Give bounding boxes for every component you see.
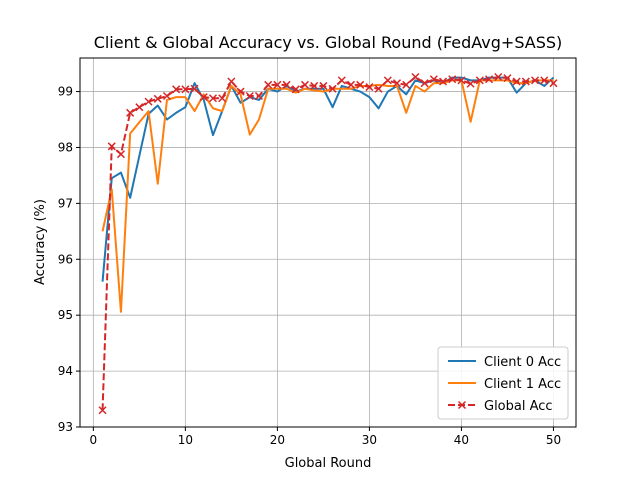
legend-label: Global Acc — [484, 399, 553, 414]
data-point-marker — [356, 80, 365, 89]
data-point-marker — [172, 85, 181, 94]
data-point-marker — [438, 77, 448, 86]
y-tick-label: 95 — [58, 308, 73, 322]
data-point-marker — [402, 80, 411, 89]
legend-label: Client 0 Acc — [484, 355, 561, 370]
series-client-1-acc — [101, 79, 554, 313]
data-point-marker — [503, 74, 512, 83]
data-point-marker — [236, 87, 245, 96]
data-point-marker — [365, 83, 374, 92]
data-point-marker — [521, 77, 530, 86]
data-point-marker — [254, 91, 264, 101]
data-point-marker — [374, 84, 383, 93]
data-point-marker — [346, 80, 356, 89]
data-point-marker — [273, 80, 282, 89]
data-point-marker — [337, 76, 346, 85]
data-point-marker — [448, 75, 457, 84]
data-point-marker — [512, 77, 521, 86]
data-point-marker — [494, 72, 503, 82]
data-point-marker — [300, 80, 310, 89]
data-point-marker — [107, 142, 116, 151]
data-point-marker — [411, 72, 420, 82]
data-point-marker — [475, 76, 484, 85]
x-tick-label: 0 — [90, 433, 98, 447]
series-global-acc — [98, 72, 558, 415]
data-point-marker — [549, 79, 558, 88]
legend-label: Client 1 Acc — [484, 377, 561, 392]
data-point-marker — [162, 91, 171, 101]
data-point-marker — [245, 91, 254, 101]
y-tick-label: 97 — [58, 196, 73, 210]
data-point-marker — [126, 108, 135, 117]
x-tick-label: 40 — [454, 433, 469, 447]
data-point-marker — [457, 76, 466, 85]
x-tick-label: 30 — [362, 433, 377, 447]
x-tick-label: 50 — [546, 433, 561, 447]
data-point-marker — [199, 93, 208, 102]
data-point-marker — [291, 85, 300, 94]
data-point-marker — [116, 150, 125, 159]
y-tick-label: 93 — [58, 420, 73, 434]
data-point-marker — [429, 75, 438, 84]
data-point-marker — [383, 76, 392, 85]
y-tick-label: 98 — [58, 140, 73, 154]
data-point-marker — [531, 76, 540, 85]
data-point-marker — [135, 103, 144, 112]
y-tick-label: 94 — [58, 364, 73, 378]
data-point-marker — [310, 81, 319, 90]
x-tick-label: 20 — [270, 433, 285, 447]
y-tick-label: 99 — [58, 85, 73, 99]
data-point-marker — [485, 75, 494, 84]
x-tick-label: 10 — [178, 433, 193, 447]
data-point-marker — [144, 97, 153, 106]
data-point-marker — [190, 84, 199, 93]
data-point-marker — [218, 94, 227, 103]
legend: Client 0 Acc Client 1 Acc Global Acc — [437, 346, 569, 420]
data-point-marker — [208, 94, 218, 103]
data-point-marker — [282, 80, 291, 89]
legend-box — [437, 346, 569, 420]
data-point-marker — [319, 81, 328, 90]
data-point-marker — [153, 94, 162, 103]
data-point-marker — [227, 77, 236, 86]
data-point-marker — [98, 406, 107, 415]
series-line — [101, 79, 554, 313]
data-point-marker — [181, 85, 190, 94]
legend-marker — [457, 400, 467, 410]
data-point-marker — [540, 76, 549, 85]
y-axis-label: Accuracy (%) — [33, 199, 48, 285]
y-tick-label: 96 — [58, 252, 73, 266]
data-point-marker — [328, 84, 337, 93]
data-point-marker — [264, 80, 273, 89]
x-axis-label: Global Round — [285, 456, 372, 471]
data-point-marker — [466, 79, 475, 88]
data-point-marker — [420, 79, 429, 88]
data-point-marker — [392, 79, 402, 88]
chart-title: Client & Global Accuracy vs. Global Roun… — [94, 33, 563, 52]
plot-frame — [79, 57, 577, 428]
